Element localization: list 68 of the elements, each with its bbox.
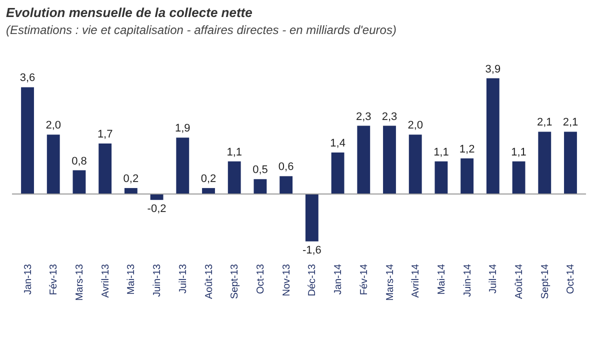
bar — [408, 134, 422, 194]
bar — [202, 188, 215, 194]
x-tick-label: Mars-14 — [384, 264, 396, 301]
x-tick-label: Avril-13 — [100, 264, 112, 298]
bar — [254, 179, 267, 194]
data-label: 2,0 — [408, 120, 424, 132]
data-label: 1,1 — [226, 146, 242, 158]
bar — [486, 78, 500, 194]
x-tick-label: Mai-13 — [126, 264, 138, 295]
bar — [357, 126, 370, 194]
data-label: 1,7 — [97, 128, 113, 141]
data-label: -1,6 — [302, 244, 322, 256]
bar — [434, 161, 448, 194]
data-label: 2,3 — [382, 110, 398, 123]
data-label: 1,2 — [459, 143, 475, 156]
x-tick-label: Fév-13 — [48, 264, 60, 296]
bar — [150, 194, 164, 200]
bar — [21, 87, 34, 194]
x-tick-label: Sept-13 — [230, 264, 241, 300]
bar — [98, 144, 112, 194]
x-tick-label: Juil-14 — [488, 264, 500, 294]
data-label: 3,6 — [20, 72, 36, 84]
data-label: 1,4 — [330, 137, 346, 150]
bar — [305, 194, 318, 242]
x-tick-label: Mars-13 — [74, 264, 86, 301]
data-label: 3,9 — [485, 63, 501, 76]
x-tick-label: Mai-14 — [436, 264, 448, 295]
data-label: 0,8 — [72, 155, 87, 168]
bar — [176, 138, 190, 194]
bar — [228, 161, 241, 194]
data-label: 2,0 — [46, 120, 62, 132]
x-tick-label: Jan-13 — [22, 264, 34, 295]
x-tick-label: Fév-14 — [358, 264, 370, 296]
x-tick-label: Déc-13 — [307, 264, 318, 296]
data-label: 0,6 — [278, 161, 294, 174]
bar — [124, 188, 138, 194]
data-label: 2,3 — [356, 110, 372, 123]
bar — [460, 158, 474, 194]
x-tick-label: Sept-14 — [540, 264, 551, 300]
x-tick-label: Avril-14 — [410, 264, 422, 298]
x-tick-label: Juil-13 — [178, 264, 189, 294]
x-tick-label: Oct-14 — [566, 264, 577, 294]
x-tick-label: Août-14 — [514, 264, 526, 300]
x-tick-label: Août-13 — [204, 264, 215, 300]
data-label: 0,2 — [200, 173, 216, 186]
data-label: 0,2 — [123, 173, 139, 186]
bar — [280, 176, 293, 194]
data-label: 2,1 — [562, 116, 578, 129]
x-tick-label: Juin-14 — [462, 264, 474, 297]
bar — [383, 126, 396, 194]
bar — [331, 152, 344, 194]
data-label: 1,9 — [174, 122, 190, 135]
bar — [72, 170, 86, 194]
x-tick-label: Oct-13 — [255, 264, 266, 294]
bar — [46, 134, 60, 194]
data-label: 1,1 — [434, 146, 449, 158]
chart-title: Evolution mensuelle de la collecte nette — [6, 5, 252, 20]
bar — [564, 132, 577, 194]
data-label: 1,1 — [511, 146, 526, 158]
x-tick-label: Jan-14 — [333, 264, 344, 295]
x-tick-label: Juin-13 — [152, 264, 164, 297]
bar — [538, 132, 552, 194]
data-label: 0,5 — [252, 164, 268, 176]
x-tick-label: Nov-13 — [281, 264, 292, 296]
data-label: -0,2 — [147, 202, 166, 215]
data-label: 2,1 — [536, 116, 552, 129]
chart-subtitle: (Estimations : vie et capitalisation - affaires directes - en milliards d'euros) — [6, 23, 396, 38]
bar — [512, 161, 526, 194]
